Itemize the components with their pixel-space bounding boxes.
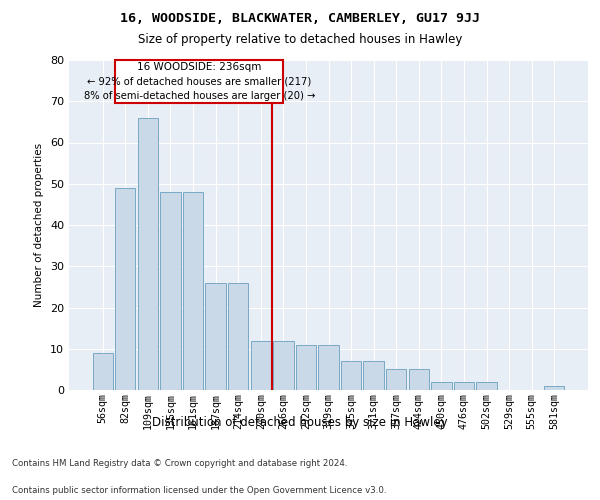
Text: ← 92% of detached houses are smaller (217): ← 92% of detached houses are smaller (21… <box>87 76 311 86</box>
Text: Size of property relative to detached houses in Hawley: Size of property relative to detached ho… <box>138 32 462 46</box>
Text: Contains public sector information licensed under the Open Government Licence v3: Contains public sector information licen… <box>12 486 386 495</box>
Bar <box>544 386 565 390</box>
Bar <box>183 192 203 390</box>
Bar <box>115 188 136 390</box>
Bar <box>92 353 113 390</box>
Bar <box>364 361 384 390</box>
Bar <box>205 283 226 390</box>
Text: 8% of semi-detached houses are larger (20) →: 8% of semi-detached houses are larger (2… <box>83 91 315 101</box>
Bar <box>138 118 158 390</box>
Bar <box>319 344 338 390</box>
Bar <box>251 340 271 390</box>
FancyBboxPatch shape <box>115 60 283 104</box>
Bar <box>386 370 406 390</box>
Bar <box>296 344 316 390</box>
Bar <box>341 361 361 390</box>
Bar <box>454 382 474 390</box>
Bar <box>431 382 452 390</box>
Bar <box>273 340 293 390</box>
Bar <box>228 283 248 390</box>
Bar <box>409 370 429 390</box>
Bar <box>476 382 497 390</box>
Text: Distribution of detached houses by size in Hawley: Distribution of detached houses by size … <box>152 416 448 429</box>
Text: Contains HM Land Registry data © Crown copyright and database right 2024.: Contains HM Land Registry data © Crown c… <box>12 458 347 468</box>
Y-axis label: Number of detached properties: Number of detached properties <box>34 143 44 307</box>
Text: 16 WOODSIDE: 236sqm: 16 WOODSIDE: 236sqm <box>137 62 262 72</box>
Text: 16, WOODSIDE, BLACKWATER, CAMBERLEY, GU17 9JJ: 16, WOODSIDE, BLACKWATER, CAMBERLEY, GU1… <box>120 12 480 26</box>
Bar <box>160 192 181 390</box>
